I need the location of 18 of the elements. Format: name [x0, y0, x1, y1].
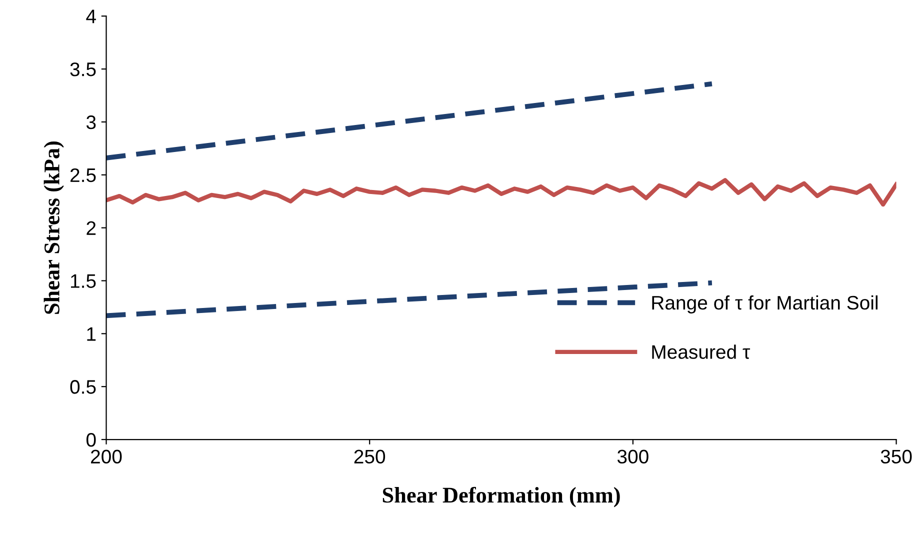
- legend-label: Measured τ: [652, 344, 750, 359]
- y-axis-title: Shear Stress (kPa): [44, 142, 64, 314]
- x-tick-label: 300: [617, 450, 648, 464]
- x-tick-label: 350: [880, 450, 912, 464]
- x-tick-label: 250: [354, 450, 386, 464]
- y-tick-label: 3: [86, 115, 96, 130]
- y-tick-label: 4: [86, 10, 96, 24]
- y-tick-label: 3.5: [70, 62, 96, 76]
- legend-label: Range of τ for Martian Soil: [652, 295, 878, 314]
- x-tick-label: 200: [91, 450, 122, 464]
- y-tick-label: 0: [86, 432, 96, 447]
- y-tick-label: 0.5: [70, 380, 96, 394]
- line-series: [106, 178, 896, 207]
- y-tick-label: 1.5: [70, 274, 96, 288]
- y-tick-label: 2.5: [70, 168, 96, 182]
- y-tick-label: 2: [86, 221, 96, 235]
- y-tick-label: 1: [87, 327, 96, 341]
- x-axis-title: Shear Deformation (mm): [382, 486, 620, 508]
